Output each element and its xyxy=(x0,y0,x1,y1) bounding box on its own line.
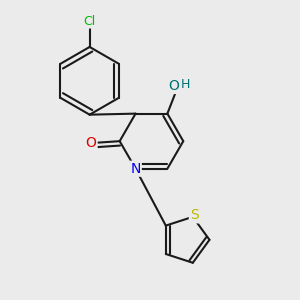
Text: Cl: Cl xyxy=(83,14,96,28)
Text: N: N xyxy=(130,162,141,176)
Text: O: O xyxy=(86,136,97,150)
Text: O: O xyxy=(169,79,180,93)
Text: S: S xyxy=(190,208,199,222)
Text: H: H xyxy=(181,78,190,91)
